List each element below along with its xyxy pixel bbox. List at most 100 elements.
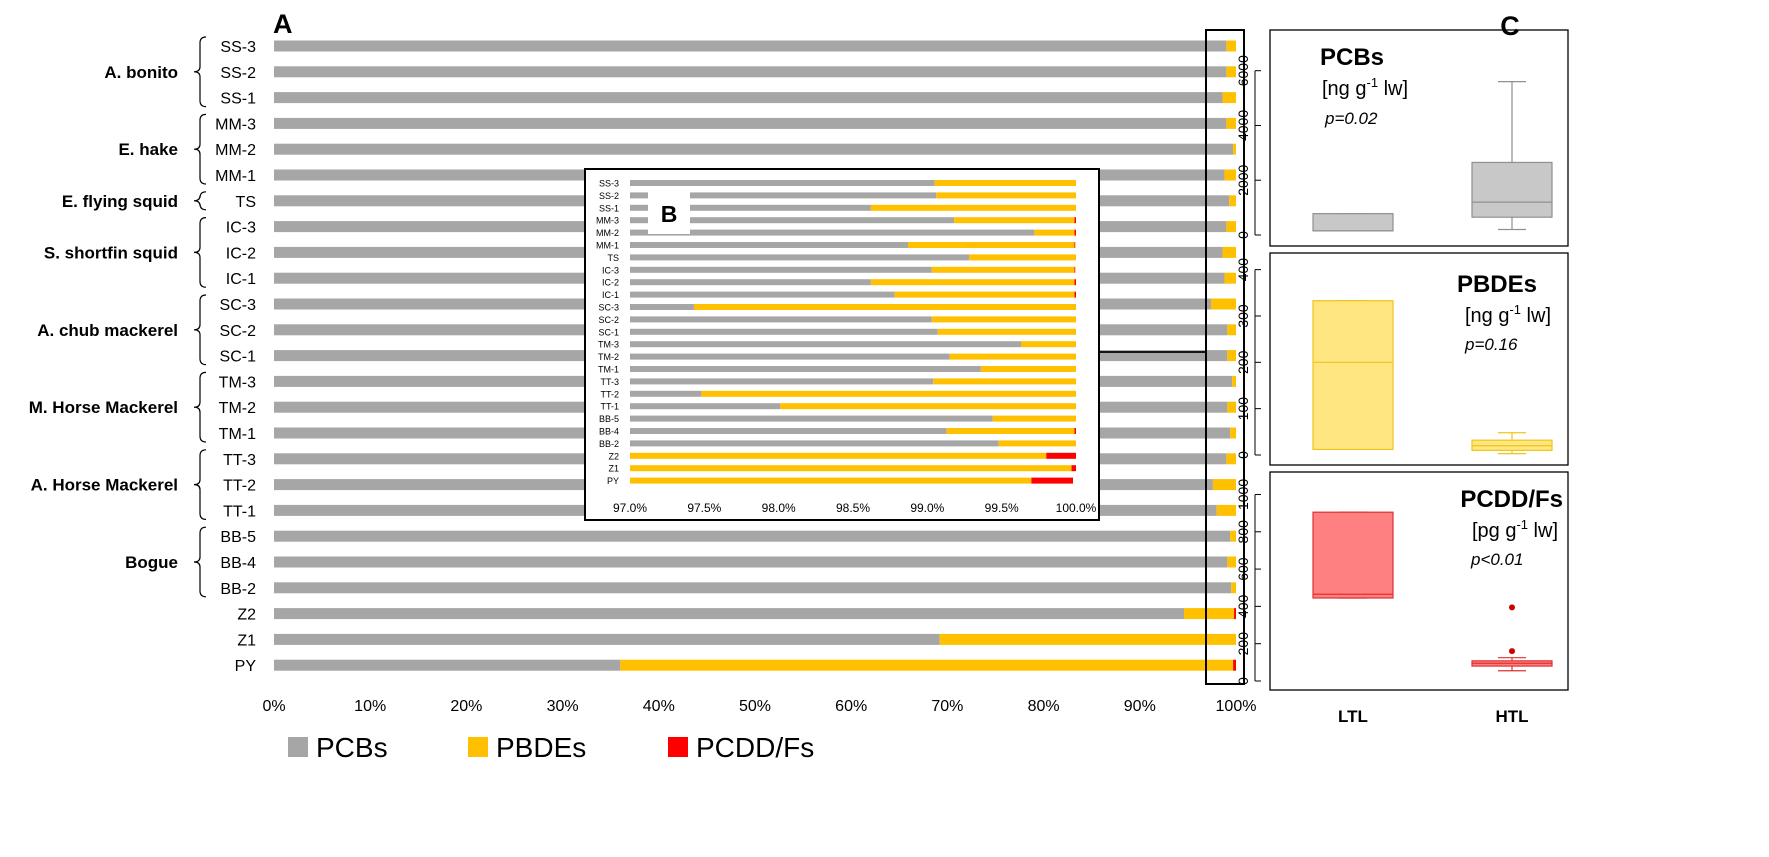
inset-row-label-tm-1: TM-1 bbox=[598, 365, 619, 375]
inset-bar-mm-1-pcbs bbox=[630, 242, 909, 248]
subplot-frame-pcbs bbox=[1269, 29, 1569, 247]
inset-bar-tt-3-pbdes bbox=[933, 378, 1076, 385]
x-tick-100: 100% bbox=[1216, 698, 1257, 715]
x-tick-30: 30% bbox=[547, 698, 579, 715]
row-label-ic-1: IC-1 bbox=[226, 271, 256, 288]
inset-row-label-z1: Z1 bbox=[608, 464, 619, 474]
inset-bar-bb-4-pcbs bbox=[630, 428, 947, 434]
inset-bar-z1-pbdes bbox=[630, 465, 1072, 472]
row-label-tt-2: TT-2 bbox=[223, 478, 256, 495]
y-tick-pbdes-300: 300 bbox=[1235, 304, 1251, 328]
inset-row-label-ic-2: IC-2 bbox=[602, 278, 619, 288]
inset-row-label-mm-2: MM-2 bbox=[596, 228, 619, 238]
outlier-pcdd-fs-htl-1 bbox=[1509, 648, 1515, 655]
legend-swatch-pbdes bbox=[468, 737, 488, 757]
inset-bar-ic-2-pcdd-fs bbox=[1074, 279, 1076, 286]
inset-bar-ss-1-pbdes bbox=[870, 204, 1076, 211]
inset-bar-tm-1-pcbs bbox=[630, 366, 981, 372]
inset-x-tick-100-0: 100.0% bbox=[1056, 501, 1097, 515]
inset-bar-ss-1-pcbs bbox=[630, 204, 871, 211]
bar-tm-2-pbdes bbox=[1227, 401, 1236, 413]
inset-bar-bb-5-pcbs bbox=[630, 415, 993, 422]
box-pcbs-htl bbox=[1471, 161, 1553, 218]
x-tick-70: 70% bbox=[931, 698, 963, 715]
row-label-bb-2: BB-2 bbox=[220, 581, 256, 598]
inset-bar-mm-2-pcbs bbox=[630, 229, 1035, 236]
inset-row-label-tm-3: TM-3 bbox=[598, 340, 619, 350]
title-pbdes: PBDEs bbox=[1457, 271, 1537, 298]
group-label-a-chub-mackerel: A. chub mackerel bbox=[37, 321, 178, 340]
inset-row-label-bb-5: BB-5 bbox=[599, 414, 619, 424]
inset-x-tick-99-0: 99.0% bbox=[910, 501, 944, 515]
row-label-tt-1: TT-1 bbox=[223, 503, 256, 520]
bar-bb-5-pbdes bbox=[1230, 530, 1236, 542]
bar-mm-1-pbdes bbox=[1224, 169, 1236, 181]
inset-bar-mm-2-pcdd-fs bbox=[1074, 229, 1076, 236]
y-tick-pcdd-fs-1000: 1000 bbox=[1235, 479, 1251, 510]
bar-tt-3-pbdes bbox=[1226, 453, 1236, 465]
y-tick-pcdd-fs-200: 200 bbox=[1235, 632, 1251, 656]
inset-bar-bb-2-pcbs bbox=[630, 440, 999, 447]
bar-z1-pbdes bbox=[939, 633, 1236, 645]
row-label-sc-2: SC-2 bbox=[220, 323, 257, 340]
brace-e-flying-squid bbox=[193, 191, 207, 211]
bar-ts-pbdes bbox=[1229, 195, 1236, 207]
bar-sc-3-pbdes bbox=[1210, 298, 1236, 310]
panel-c-label: C bbox=[1500, 11, 1520, 41]
bar-py-pbdes bbox=[620, 659, 1234, 671]
inset-row-label-ic-1: IC-1 bbox=[602, 290, 619, 300]
inset-bar-bb-4-pbdes bbox=[946, 428, 1075, 434]
panel-b-label: B bbox=[661, 201, 678, 227]
row-label-bb-5: BB-5 bbox=[220, 529, 256, 546]
legend-swatch-pcdd-fs bbox=[668, 737, 688, 757]
group-label-bogue: Bogue bbox=[125, 553, 178, 572]
inset-bar-py-pbdes bbox=[630, 477, 1032, 484]
x-tick-50: 50% bbox=[739, 698, 771, 715]
bar-sc-1-pbdes bbox=[1227, 350, 1236, 362]
inset-bar-z2-pbdes bbox=[630, 452, 1047, 459]
inset-row-label-tm-2: TM-2 bbox=[598, 352, 619, 362]
bar-mm-3-pcbs bbox=[274, 117, 1227, 129]
legend-label-pcdd-fs: PCDD/Fs bbox=[696, 732, 814, 763]
y-tick-pbdes-0: 0 bbox=[1235, 451, 1251, 459]
inset-bar-ic-3-pcdd-fs bbox=[1074, 266, 1076, 273]
y-tick-pbdes-100: 100 bbox=[1235, 397, 1251, 421]
row-label-sc-3: SC-3 bbox=[220, 297, 257, 314]
inset-bar-bb-5-pbdes bbox=[992, 415, 1076, 422]
bar-tm-1-pbdes bbox=[1230, 427, 1236, 439]
title-pcdd-fs: PCDD/Fs bbox=[1460, 486, 1563, 513]
group-label-e-hake: E. hake bbox=[118, 140, 178, 159]
bar-tm-3-pbdes bbox=[1232, 375, 1236, 387]
p-value-pcdd-fs: p<0.01 bbox=[1470, 550, 1523, 569]
bar-z1-pcbs bbox=[274, 633, 940, 645]
row-label-ic-3: IC-3 bbox=[226, 220, 256, 237]
inset-row-label-tt-3: TT-3 bbox=[600, 377, 619, 387]
inset-bar-ic-1-pcdd-fs bbox=[1074, 291, 1076, 298]
inset-bar-z1-pcdd-fs bbox=[1071, 465, 1076, 472]
bar-sc-2-pbdes bbox=[1227, 324, 1236, 336]
group-label-a-bonito: A. bonito bbox=[104, 63, 178, 82]
group-label-m-horse-mackerel: M. Horse Mackerel bbox=[29, 398, 178, 417]
bar-ss-3-pcbs bbox=[274, 40, 1227, 52]
zoom-highlight-box bbox=[1205, 29, 1245, 685]
inset-x-tick-99-5: 99.5% bbox=[985, 501, 1019, 515]
inset-x-tick-98-5: 98.5% bbox=[836, 501, 870, 515]
bar-mm-3-pbdes bbox=[1226, 117, 1236, 129]
brace-s-shortfin-squid bbox=[193, 217, 207, 288]
title-pcbs: PCBs bbox=[1320, 44, 1384, 71]
bar-bb-4-pbdes bbox=[1227, 556, 1236, 568]
row-label-tm-3: TM-3 bbox=[219, 374, 256, 391]
inset-bar-mm-3-pbdes bbox=[954, 217, 1075, 224]
row-label-mm-3: MM-3 bbox=[215, 116, 256, 133]
inset-bar-tt-3-pcbs bbox=[630, 378, 934, 385]
bar-z2-pcdd-fs bbox=[1234, 608, 1236, 620]
group-axis-label-htl: HTL bbox=[1495, 707, 1528, 726]
group-label-s-shortfin-squid: S. shortfin squid bbox=[44, 243, 178, 262]
inset-bar-ss-2-pcbs bbox=[630, 192, 937, 199]
bar-ss-1-pcbs bbox=[274, 92, 1223, 104]
inset-row-label-sc-2: SC-2 bbox=[598, 315, 619, 325]
inset-row-label-ic-3: IC-3 bbox=[602, 265, 619, 275]
inset-bar-tt-2-pbdes bbox=[701, 390, 1076, 397]
row-label-ic-2: IC-2 bbox=[226, 245, 256, 262]
inset-row-label-ss-1: SS-1 bbox=[599, 203, 619, 213]
